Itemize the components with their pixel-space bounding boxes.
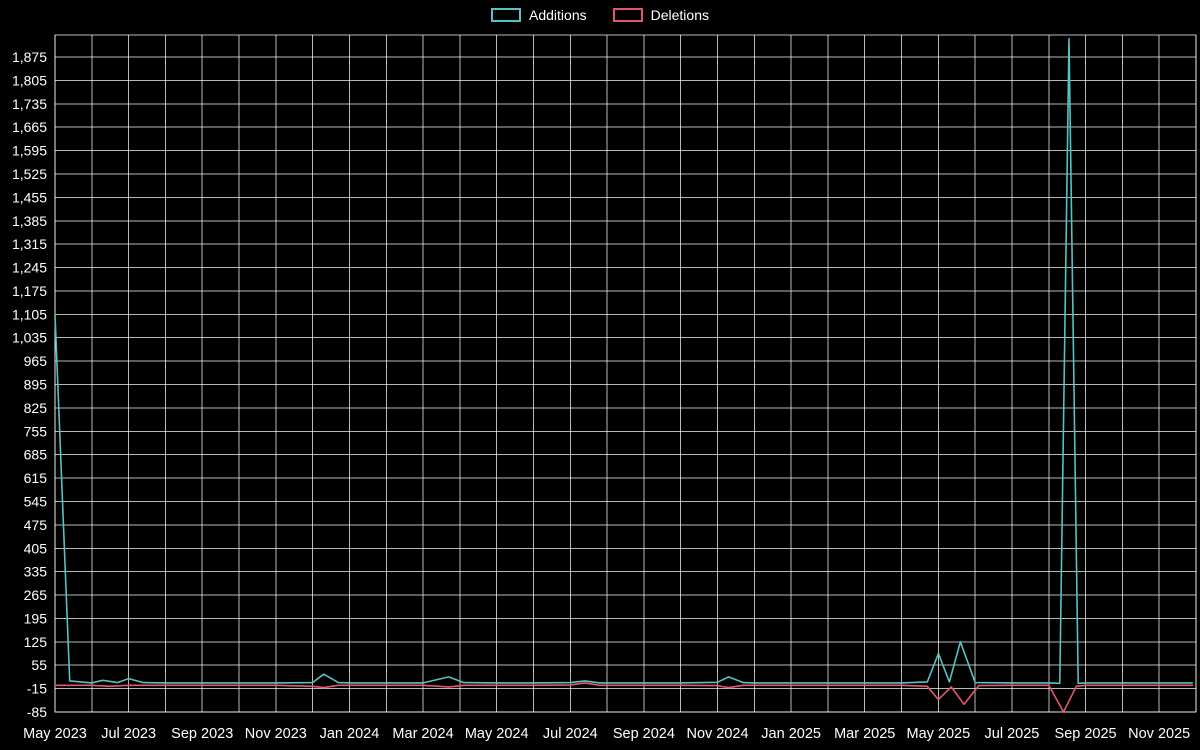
y-tick-label: 1,735 — [12, 96, 47, 112]
x-tick-label: Mar 2024 — [392, 726, 453, 742]
y-tick-label: 1,875 — [12, 49, 47, 65]
x-tick-label: Sep 2025 — [1055, 726, 1117, 742]
deletions-swatch — [612, 8, 643, 22]
y-tick-label: 685 — [24, 447, 48, 463]
x-tick-label: May 2023 — [23, 726, 87, 742]
x-tick-label: Sep 2023 — [171, 726, 233, 742]
y-tick-label: 335 — [24, 564, 48, 580]
y-tick-label: -85 — [27, 704, 47, 720]
y-tick-label: 405 — [24, 540, 48, 556]
y-tick-label: 1,315 — [12, 236, 47, 252]
y-tick-label: 1,175 — [12, 283, 47, 299]
chart-legend: Additions Deletions — [0, 6, 1200, 24]
x-tick-label: Mar 2025 — [834, 726, 895, 742]
y-tick-label: 545 — [24, 493, 48, 509]
y-axis-labels: -85 -15 55 125 195 265 335 405 475 545 615 685 755 82… — [12, 49, 47, 720]
x-tick-label: Jul 2024 — [543, 726, 598, 742]
y-tick-label: 615 — [24, 470, 48, 486]
y-tick-label: 965 — [24, 353, 48, 369]
x-tick-label: Nov 2023 — [245, 726, 307, 742]
series-line-additions — [54, 37, 1194, 685]
y-tick-label: 1,665 — [12, 119, 47, 135]
x-tick-label: Jul 2023 — [101, 726, 156, 742]
y-tick-label: 755 — [24, 423, 48, 439]
y-tick-label: 125 — [24, 634, 48, 650]
y-tick-label: 1,385 — [12, 213, 47, 229]
y-tick-label: 1,525 — [12, 166, 47, 182]
y-tick-label: 195 — [24, 610, 48, 626]
y-tick-label: 265 — [24, 587, 48, 603]
y-tick-label: 895 — [24, 377, 48, 393]
x-tick-label: Sep 2024 — [613, 726, 675, 742]
legend-item-deletions[interactable]: Deletions — [612, 6, 709, 24]
x-tick-label: Jan 2025 — [761, 726, 821, 742]
y-tick-label: 1,595 — [12, 143, 47, 159]
legend-item-additions[interactable]: Additions — [491, 6, 587, 24]
y-tick-label: 1,105 — [12, 306, 47, 322]
x-tick-label: May 2025 — [907, 726, 971, 742]
y-tick-label: 825 — [24, 400, 48, 416]
additions-swatch — [491, 8, 522, 22]
y-tick-label: 475 — [24, 517, 48, 533]
y-tick-label: 1,035 — [12, 330, 47, 346]
y-tick-label: 1,245 — [12, 260, 47, 276]
y-tick-label: -15 — [27, 681, 47, 697]
x-tick-label: Nov 2025 — [1128, 726, 1190, 742]
grid-lines — [54, 35, 1197, 713]
y-tick-label: 1,805 — [12, 72, 47, 88]
plot-frame — [54, 34, 1197, 713]
legend-label-additions: Additions — [529, 7, 587, 23]
legend-label-deletions: Deletions — [650, 7, 709, 23]
x-tick-label: Jul 2025 — [985, 726, 1040, 742]
x-tick-label: May 2024 — [465, 726, 529, 742]
x-axis-labels: May 2023 Jul 2023 Sep 2023 Nov 2023 Jan 2024… — [23, 726, 1190, 742]
y-tick-label: 55 — [31, 657, 47, 673]
x-tick-label: Jan 2024 — [320, 726, 380, 742]
x-tick-label: Nov 2024 — [686, 726, 748, 742]
y-tick-label: 1,455 — [12, 189, 47, 205]
series-line-deletions — [54, 682, 1194, 713]
